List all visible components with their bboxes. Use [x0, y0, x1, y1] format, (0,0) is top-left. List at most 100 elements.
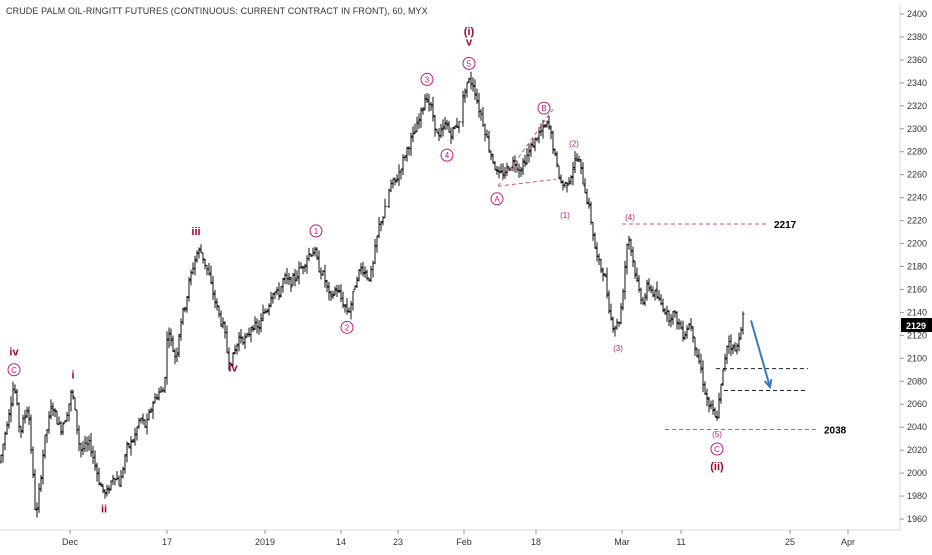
ohlc-bar: [151, 400, 155, 419]
x-tick-label: 23: [393, 537, 403, 547]
ohlc-bar: [349, 300, 353, 320]
ohlc-bar: [489, 150, 493, 161]
ohlc-bar: [251, 324, 255, 332]
ohlc-bar: [523, 154, 527, 168]
ohlc-bar: [475, 88, 479, 104]
ohlc-bar: [521, 158, 525, 175]
y-tick-label: 2200: [907, 239, 927, 249]
ohlc-bar: [559, 174, 563, 184]
ohlc-bar: [117, 475, 121, 486]
wave-label-circled: A: [490, 192, 504, 206]
ohlc-bar: [129, 436, 133, 456]
ohlc-bar: [417, 113, 421, 129]
ohlc-bar: [643, 293, 647, 307]
ohlc-bar: [77, 425, 81, 452]
ohlc-bar: [455, 117, 459, 129]
ohlc-bar: [661, 298, 665, 313]
ohlc-bar: [613, 325, 617, 337]
ohlc-bar: [625, 243, 629, 275]
ohlc-bar: [335, 284, 339, 298]
ohlc-bar: [529, 142, 533, 157]
ohlc-bar: [71, 389, 75, 400]
ohlc-bar: [665, 305, 669, 322]
ohlc-bar: [331, 290, 335, 300]
ohlc-bar: [415, 116, 419, 133]
ohlc-bar: [287, 273, 291, 285]
x-tick-label: 25: [785, 537, 795, 547]
ohlc-bar: [469, 71, 473, 90]
y-tick-label: 2060: [907, 399, 927, 409]
wave-label: (5): [712, 430, 722, 439]
ohlc-bar: [65, 412, 69, 422]
ohlc-bar: [231, 352, 235, 366]
ohlc-bar: [149, 407, 153, 413]
wave-label-circled: B: [537, 101, 551, 115]
ohlc-bar: [495, 166, 499, 175]
ohlc-bar: [325, 279, 329, 293]
ohlc-bar: [175, 347, 179, 362]
ohlc-bar: [395, 174, 399, 183]
ohlc-bar: [195, 250, 199, 263]
ohlc-bar: [533, 137, 537, 152]
ohlc-bar: [485, 129, 489, 138]
wave-label-circled: C: [710, 442, 724, 456]
ohlc-bar: [507, 166, 511, 171]
wave-label-circled: 2: [340, 320, 354, 334]
ohlc-bar: [735, 343, 739, 355]
ohlc-bar: [443, 116, 447, 131]
ohlc-bar: [219, 310, 223, 327]
ohlc-bar: [501, 163, 505, 180]
ohlc-bar: [135, 426, 139, 441]
ohlc-bar: [645, 279, 649, 301]
ohlc-bar: [297, 261, 301, 285]
ohlc-bar: [479, 108, 483, 121]
ohlc-bar: [543, 123, 547, 128]
svg-text:B: B: [541, 104, 546, 113]
ohlc-bar: [37, 483, 41, 513]
ohlc-bar: [213, 289, 217, 309]
ohlc-bar: [351, 290, 355, 311]
ohlc-bar: [591, 221, 595, 241]
ohlc-bar: [241, 336, 245, 346]
ohlc-bar: [503, 167, 507, 179]
y-tick-label: 2220: [907, 216, 927, 226]
ohlc-bar: [327, 281, 331, 301]
ohlc-bar: [689, 317, 693, 331]
ohlc-bar: [67, 403, 71, 422]
level-label: 2217: [774, 220, 797, 231]
ohlc-bar: [727, 335, 731, 355]
ohlc-bar: [449, 127, 453, 145]
ohlc-bar: [581, 162, 585, 185]
ohlc-bar: [53, 408, 57, 417]
ohlc-bar: [17, 402, 21, 433]
ohlc-bar: [733, 342, 737, 352]
ohlc-bar: [551, 130, 555, 154]
wave-label: iii: [191, 226, 200, 238]
ohlc-bar: [147, 408, 151, 421]
ohlc-bar: [209, 265, 213, 285]
y-tick-label: 2240: [907, 193, 927, 203]
ohlc-bar: [387, 188, 391, 208]
ohlc-bar: [233, 344, 237, 355]
svg-text:C: C: [714, 445, 720, 454]
ohlc-bar: [569, 175, 573, 185]
ohlc-bar: [383, 198, 387, 219]
x-tick-label: Mar: [614, 537, 630, 547]
ohlc-bar: [163, 376, 167, 393]
ohlc-bar: [457, 120, 461, 133]
level-label: 2038: [824, 425, 847, 436]
ohlc-bar: [359, 262, 363, 275]
ohlc-bar: [593, 232, 597, 249]
ohlc-bar: [205, 264, 209, 276]
ohlc-bar: [275, 286, 279, 296]
ohlc-bars: [0, 71, 745, 518]
ohlc-bar: [699, 353, 703, 374]
ohlc-bar: [247, 327, 251, 338]
ohlc-bar: [45, 429, 49, 443]
ohlc-bar: [397, 164, 401, 187]
ohlc-bar: [607, 290, 611, 314]
axes: 1960 1980 2000 2020 2040 2060 2080 2100 2120 2140…: [0, 5, 932, 547]
